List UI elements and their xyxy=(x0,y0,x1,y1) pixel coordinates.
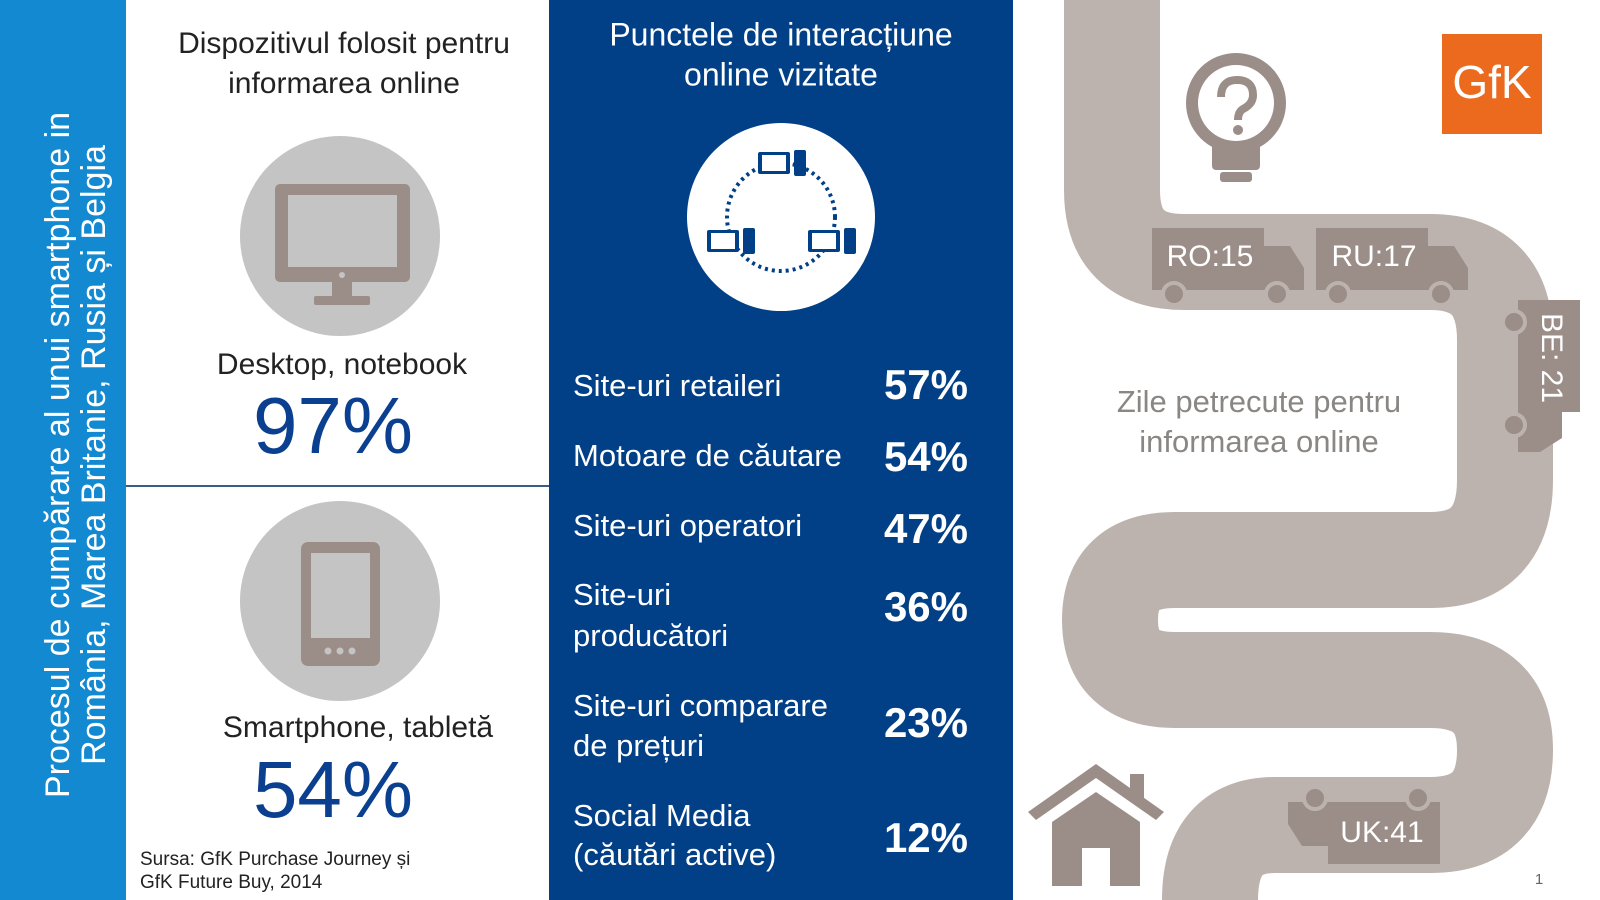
source: GfK Future Buy, 2014 xyxy=(140,872,323,893)
truck-body xyxy=(1316,228,1428,290)
journey-title: Zile petrecute pentru xyxy=(1117,384,1401,419)
touchpoint-value: 23% xyxy=(884,699,968,746)
lightbulb-icon xyxy=(1186,53,1286,182)
truck: RU:17 xyxy=(1316,228,1468,307)
truck-wheel xyxy=(1302,785,1328,811)
truck-wheel xyxy=(1405,785,1431,811)
truck-body xyxy=(1328,802,1440,864)
device-label: Smartphone, tabletă xyxy=(223,711,493,744)
touchpoints-title: online vizitate xyxy=(684,56,878,92)
truck-label: RO:15 xyxy=(1167,240,1254,273)
tablet-icon xyxy=(301,542,380,666)
house-icon xyxy=(1028,764,1164,886)
truck-wheel xyxy=(1325,281,1351,307)
devices-title: Dispozitivul folosit pentru xyxy=(178,27,510,60)
sidebar-title: România, Marea Britanie, Rusia și Belgia xyxy=(75,145,113,765)
sidebar-bg xyxy=(0,0,126,900)
truck-wheel xyxy=(1161,281,1187,307)
truck-label: UK:41 xyxy=(1340,816,1423,849)
touchpoint-label: producători xyxy=(573,618,728,653)
truck: UK:41 xyxy=(1288,785,1440,864)
touchpoint-label: Site-uri operatori xyxy=(573,508,802,543)
device-value: 97% xyxy=(253,381,413,470)
touchpoint-label: Social Media xyxy=(573,798,751,833)
touchpoint-label: (căutări active) xyxy=(573,837,776,872)
truck-cab xyxy=(1288,802,1328,846)
truck-body xyxy=(1152,228,1264,290)
truck: BE: 21 xyxy=(1501,300,1580,452)
touchpoint-value: 36% xyxy=(884,583,968,630)
devices-title: informarea online xyxy=(228,67,460,100)
network-icon xyxy=(707,150,856,273)
logo-bg xyxy=(1442,34,1542,134)
desktop-icon xyxy=(275,184,410,305)
logo: GfK xyxy=(1452,56,1532,108)
touchpoint-value: 12% xyxy=(884,814,968,861)
device-value: 54% xyxy=(253,745,413,834)
truck-wheel xyxy=(1501,309,1527,335)
truck-wheel xyxy=(1264,281,1290,307)
truck-wheel xyxy=(1428,281,1454,307)
device-label: Desktop, notebook xyxy=(217,348,468,381)
sidebar-title: Procesul de cumpărare al unui smartphone… xyxy=(39,112,77,798)
touchpoint-value: 54% xyxy=(884,433,968,480)
network-icon-bg xyxy=(687,123,875,311)
touchpoint-label: Site-uri retaileri xyxy=(573,368,781,403)
touchpoint-label: Motoare de căutare xyxy=(573,438,842,473)
page-number: 1 xyxy=(1535,871,1543,888)
truck-cab xyxy=(1518,412,1562,452)
truck-label: RU:17 xyxy=(1331,240,1416,273)
journey-title: informarea online xyxy=(1139,424,1379,459)
truck-body xyxy=(1518,300,1580,412)
source: Sursa: GfK Purchase Journey și xyxy=(140,849,410,870)
truck-cab xyxy=(1428,246,1468,290)
touchpoint-label: de prețuri xyxy=(573,728,704,763)
touchpoint-value: 47% xyxy=(884,505,968,552)
touchpoints-title: Punctele de interacțiune xyxy=(609,16,952,52)
touchpoint-value: 57% xyxy=(884,361,968,408)
touchpoint-label: Site-uri comparare xyxy=(573,688,828,723)
truck-label: BE: 21 xyxy=(1535,313,1568,403)
touchpoint-label: Site-uri xyxy=(573,577,671,612)
truck-wheel xyxy=(1501,412,1527,438)
truck-cab xyxy=(1264,246,1304,290)
truck: RO:15 xyxy=(1152,228,1304,307)
